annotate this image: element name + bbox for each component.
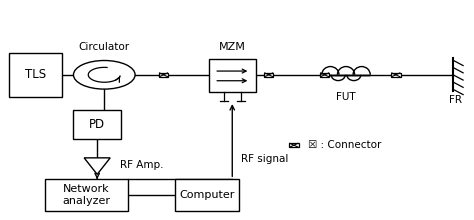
Text: MZM: MZM xyxy=(219,42,246,52)
Bar xyxy=(264,73,273,77)
Text: TLS: TLS xyxy=(25,68,46,81)
Bar xyxy=(45,179,128,211)
Circle shape xyxy=(73,61,135,89)
Bar xyxy=(320,73,329,77)
Polygon shape xyxy=(84,158,110,174)
Bar xyxy=(159,73,168,77)
Text: FR: FR xyxy=(448,95,462,104)
Text: RF Amp.: RF Amp. xyxy=(119,160,163,170)
Bar xyxy=(175,179,239,211)
Text: RF signal: RF signal xyxy=(241,154,288,164)
Bar xyxy=(289,143,299,147)
Bar xyxy=(209,59,256,92)
Text: ☒ : Connector: ☒ : Connector xyxy=(308,140,382,150)
Bar xyxy=(9,53,62,97)
Text: PD: PD xyxy=(89,118,105,131)
Text: FUT: FUT xyxy=(336,92,356,102)
Bar xyxy=(391,73,401,77)
Text: Circulator: Circulator xyxy=(79,42,130,52)
Text: Network
analyzer: Network analyzer xyxy=(63,184,110,206)
Text: Computer: Computer xyxy=(180,190,235,200)
Bar xyxy=(73,110,121,139)
